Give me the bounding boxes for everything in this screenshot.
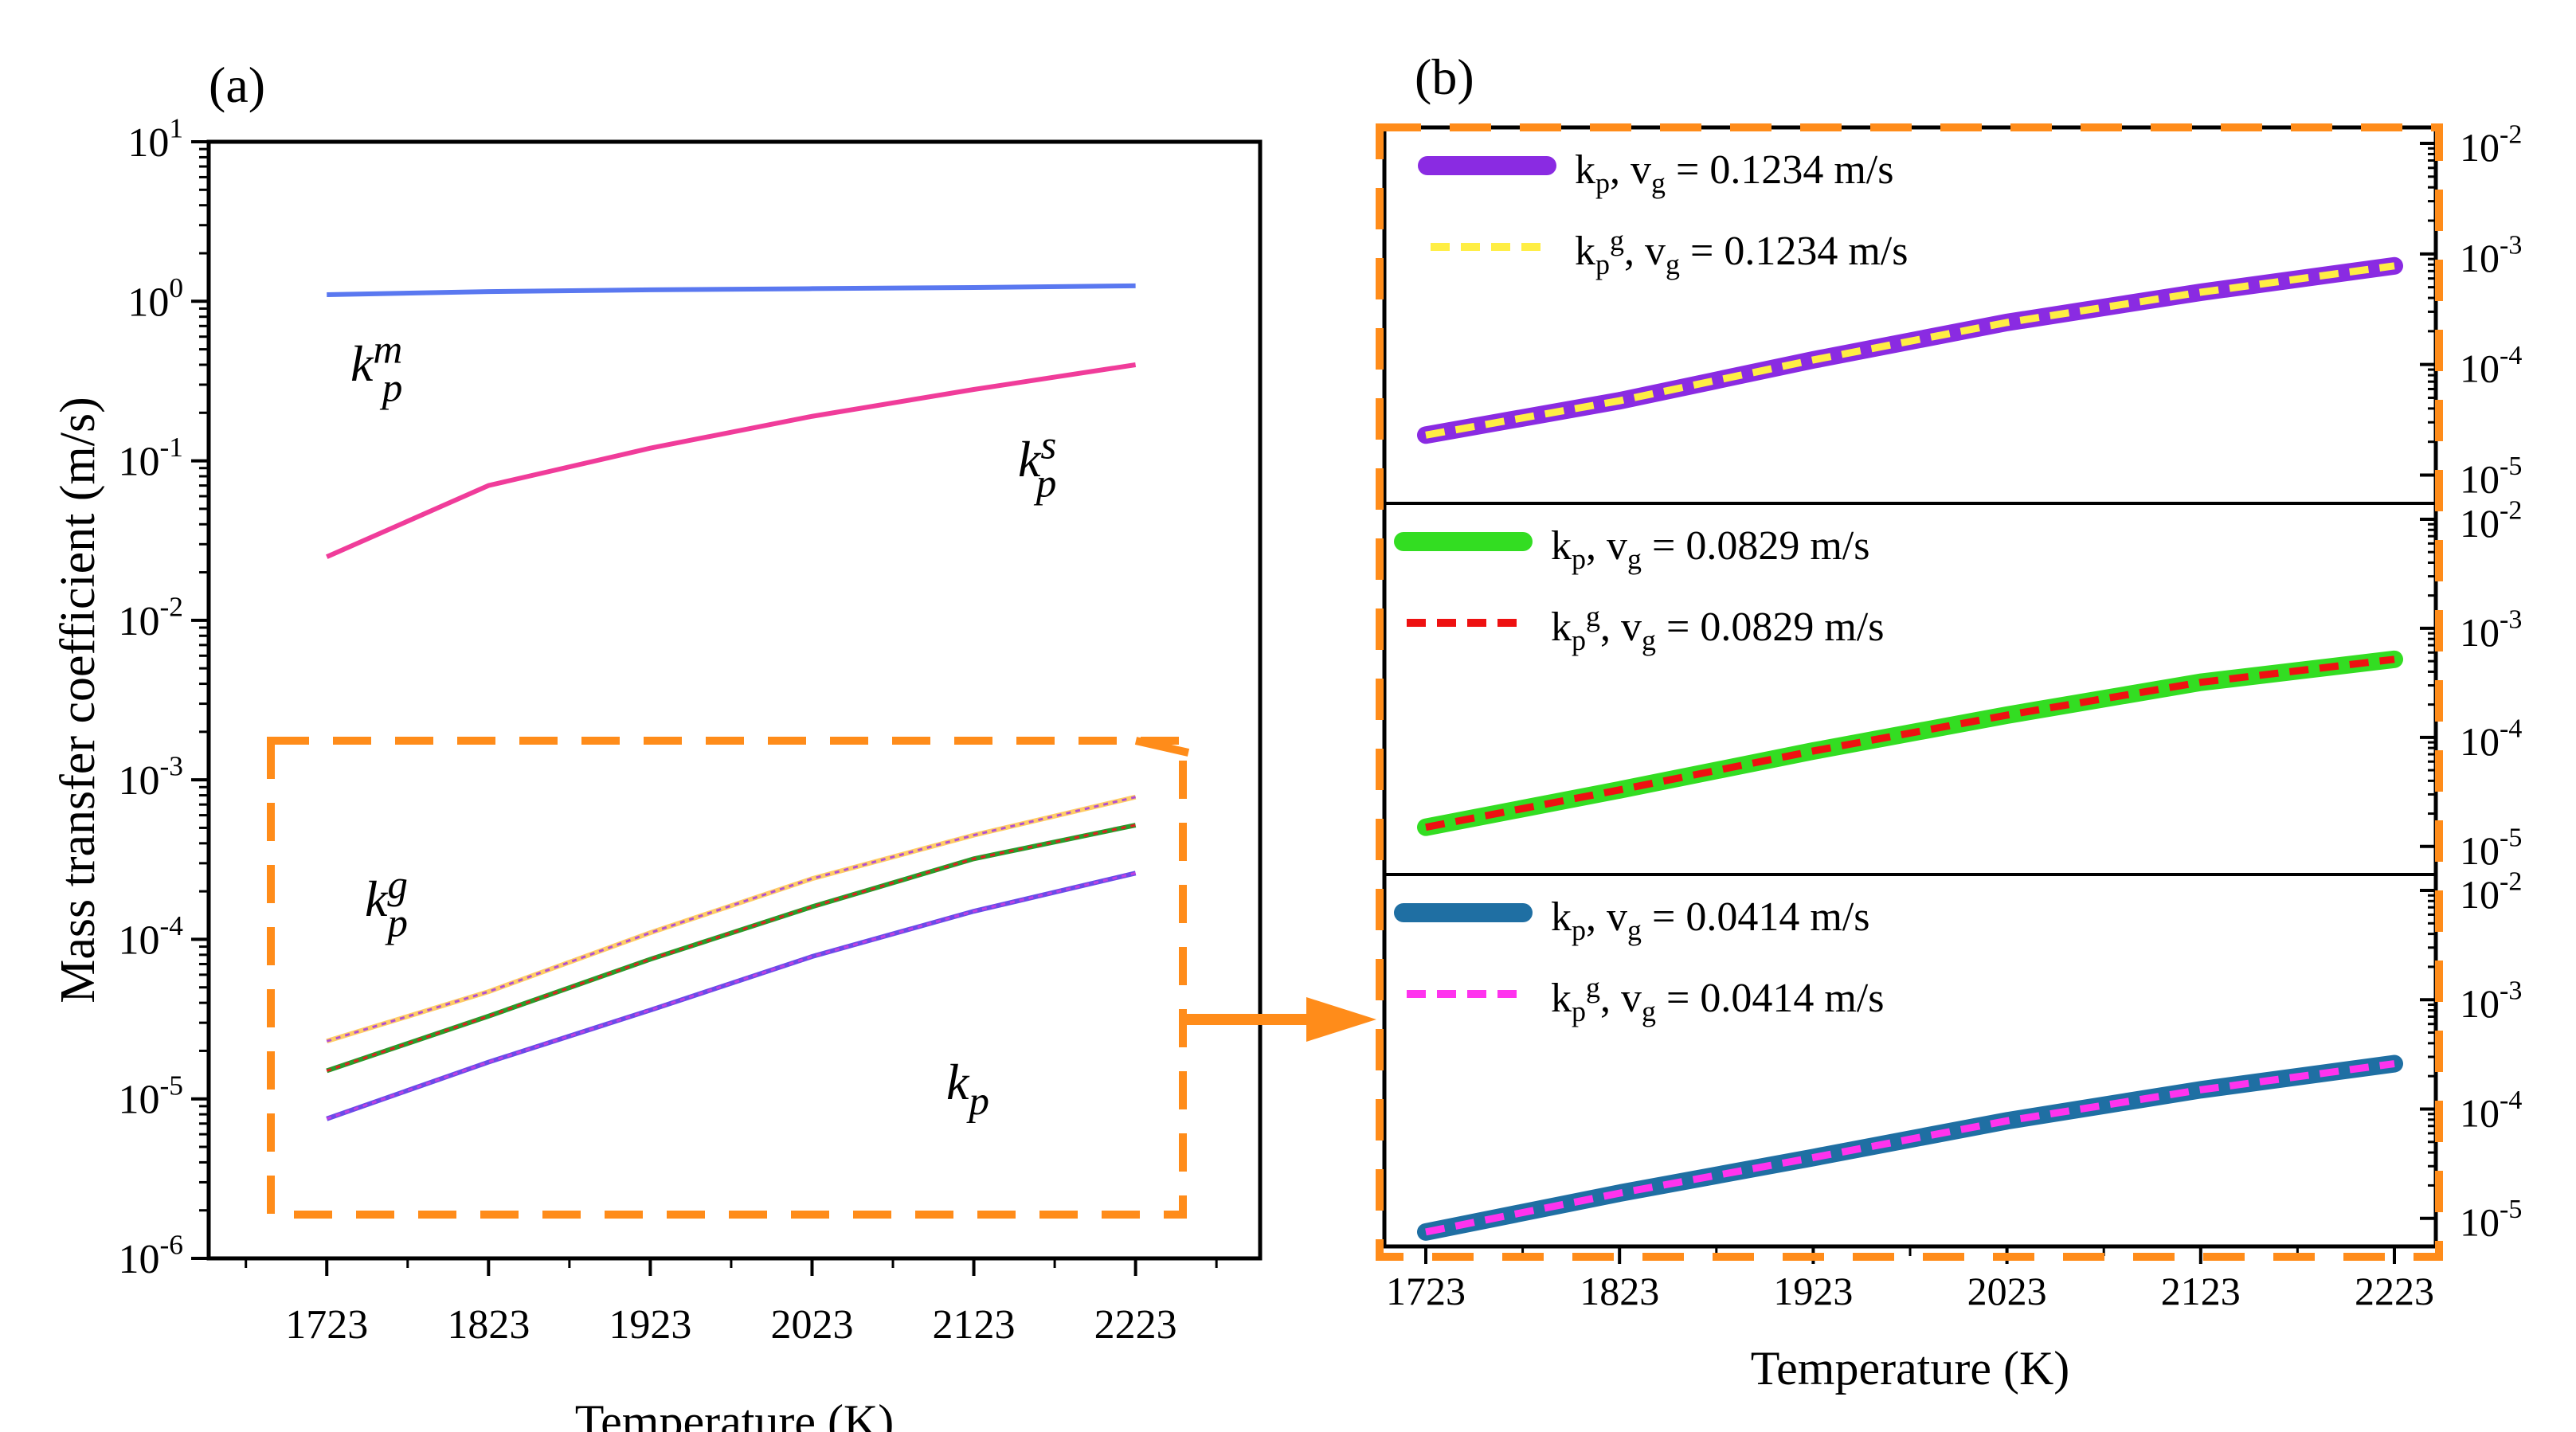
y-tick-label-3: 10-2 <box>119 590 183 644</box>
y-axis-label: Mass transfer coefficient (m/s) <box>51 397 105 1004</box>
annotation-ks: ks p <box>1018 423 1056 507</box>
b-x-tick-label-1: 1823 <box>1580 1269 1659 1313</box>
series-line-b2-1 <box>1425 1060 2395 1236</box>
annotation-kg: kg p <box>365 863 408 946</box>
right-y-tick-label-0-2: 10-4 <box>2460 341 2522 391</box>
panel-b-chart: 10-2 10-3 10-4 10-5 kp, vg = 0.1234 m/s kpg, … <box>1376 120 2522 1395</box>
right-y-tick-label-2-2: 10-4 <box>2460 1086 2522 1136</box>
y-tick-label-4: 10-3 <box>119 750 183 804</box>
annotation-kp: kp <box>946 1054 989 1124</box>
annotation-km: km p <box>350 327 402 411</box>
b-x-tick-label-4: 2123 <box>2161 1269 2241 1313</box>
x-tick-label-0: 1723 <box>285 1302 368 1348</box>
x-tick-label-3: 2023 <box>770 1302 853 1348</box>
right-y-tick-label-0-3: 10-5 <box>2460 452 2522 502</box>
legend-label-b2-0: kp, vg = 0.0414 m/s <box>1551 894 1869 946</box>
panel-b-zoom-frame <box>1376 123 2443 1261</box>
legend-label-b1-0: kp, vg = 0.0829 m/s <box>1551 523 1869 575</box>
connector-arrowhead <box>1306 997 1376 1042</box>
x-tick-label-1: 1823 <box>447 1302 530 1348</box>
y-tick-label-0: 101 <box>127 112 183 166</box>
y-tick-label-7: 10-6 <box>119 1229 183 1282</box>
right-y-tick-label-0-1: 10-3 <box>2460 230 2522 280</box>
x-tick-label-5: 2223 <box>1094 1302 1177 1348</box>
right-y-tick-label-1-2: 10-4 <box>2460 714 2522 764</box>
series-line-km <box>327 283 1136 297</box>
x-axis-label: Temperature (K) <box>575 1395 895 1432</box>
series-line-kg2-overlay <box>326 824 1136 1072</box>
connector-corner <box>1134 737 1190 757</box>
right-y-tick-label-1-3: 10-5 <box>2460 823 2522 873</box>
right-y-tick-label-2-3: 10-5 <box>2460 1195 2522 1245</box>
x-tick-label-4: 2123 <box>933 1302 1016 1348</box>
y-tick-label-6: 10-5 <box>119 1069 183 1122</box>
b-x-axis-label: Temperature (K) <box>1751 1342 2070 1395</box>
b-x-tick-label-2: 1923 <box>1773 1269 1853 1313</box>
panel-b-label: (b) <box>1415 49 1474 105</box>
panel-a-chart: 101 100 10-1 10-2 10-3 10-4 10-5 10-6 1723 1823 19… <box>51 112 1263 1432</box>
series-line-kg3-overlay <box>326 871 1136 1121</box>
legend-label-b2-1: kpg, vg = 0.0414 m/s <box>1551 972 1884 1027</box>
b-x-tick-label-3: 2023 <box>1967 1269 2047 1313</box>
zoom-connector <box>1134 737 1376 1042</box>
x-tick-label-2: 1923 <box>609 1302 691 1348</box>
series-line-ks <box>326 362 1137 559</box>
legend-label-b1-1: kpg, vg = 0.0829 m/s <box>1551 601 1884 656</box>
right-y-tick-label-1-0: 10-2 <box>2460 496 2522 546</box>
b-x-tick-label-0: 1723 <box>1386 1269 1466 1313</box>
series-line-b0-1 <box>1425 262 2395 439</box>
panel-a-label: (a) <box>209 57 265 113</box>
b-x-tick-label-5: 2223 <box>2355 1269 2434 1313</box>
right-y-tick-label-2-0: 10-2 <box>2460 867 2522 917</box>
legend-label-b0-0: kp, vg = 0.1234 m/s <box>1575 147 1893 199</box>
right-y-tick-label-0-0: 10-2 <box>2460 120 2522 170</box>
series-line-kg1 <box>326 794 1137 1044</box>
right-y-tick-label-1-1: 10-3 <box>2460 604 2522 655</box>
right-y-tick-label-2-1: 10-3 <box>2460 976 2522 1027</box>
y-tick-label-1: 100 <box>127 272 183 325</box>
zoom-box <box>267 737 1187 1219</box>
y-tick-label-5: 10-4 <box>119 910 184 963</box>
y-tick-label-2: 10-1 <box>119 431 183 484</box>
panel-a-frame <box>206 139 1263 1261</box>
series-line-b1-1 <box>1425 655 2395 831</box>
legend-label-b0-1: kpg, vg = 0.1234 m/s <box>1575 225 1908 280</box>
